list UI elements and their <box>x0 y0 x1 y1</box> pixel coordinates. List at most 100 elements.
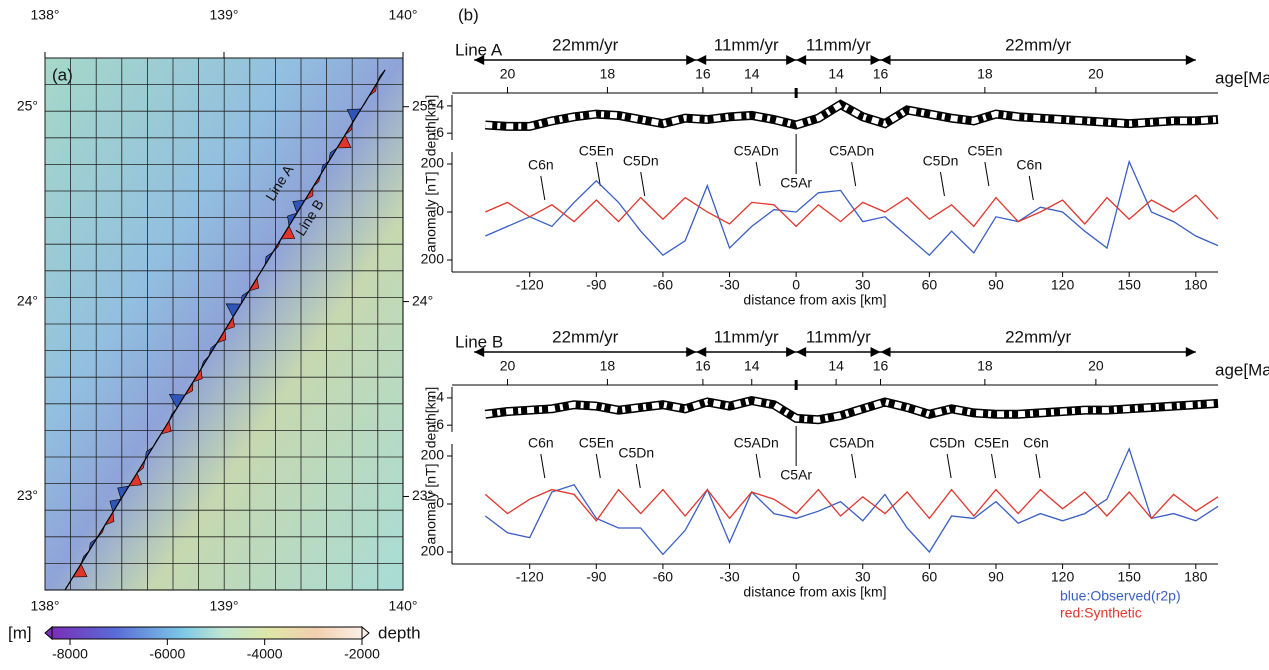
x-tick-label: -120 <box>516 569 544 585</box>
lat-tick-label: 25° <box>412 97 433 113</box>
x-tick-label: -90 <box>586 277 606 293</box>
rate-label: 22mm/yr <box>1005 35 1071 54</box>
chron-label: C5ADn <box>734 143 779 159</box>
x-tick-label: 30 <box>855 277 871 293</box>
rate-label: 22mm/yr <box>552 327 618 346</box>
arrow-head <box>1185 55 1196 65</box>
chron-label: C5Ar <box>780 175 812 191</box>
chron-label: C5En <box>579 143 614 159</box>
arrow-head <box>796 55 807 65</box>
anomaly-line <box>485 159 1219 257</box>
y-axis-label: anomaly [nT] <box>423 172 439 253</box>
lat-tick-label: 25° <box>17 97 38 113</box>
rate-label: 11mm/yr <box>806 327 871 346</box>
rate-label: 11mm/yr <box>714 35 779 54</box>
x-tick-label: 180 <box>1184 277 1208 293</box>
age-tick-label: 20 <box>500 66 516 82</box>
chron-leader <box>984 161 990 187</box>
track <box>64 69 386 591</box>
chron-label: C5ADn <box>829 143 874 159</box>
depth-profile <box>485 99 1219 131</box>
y-axis-label: anomaly [nT] <box>423 464 439 545</box>
x-tick-label: 150 <box>1118 569 1142 585</box>
x-tick-label: 150 <box>1118 277 1142 293</box>
x-tick-label: 90 <box>988 277 1004 293</box>
x-tick-label: -30 <box>719 569 739 585</box>
panel-label: (a) <box>52 65 73 84</box>
panel-label: (b) <box>458 5 479 24</box>
arrow-head <box>786 55 797 65</box>
age-tick-label: 14 <box>828 358 844 374</box>
lat-tick-label: 24° <box>17 292 38 308</box>
x-tick-label: 120 <box>1051 277 1075 293</box>
line-title: Line B <box>455 332 503 351</box>
chron-label: C5En <box>967 143 1002 159</box>
depth-tick-label: -6 <box>432 416 445 432</box>
chron-leader <box>595 453 601 479</box>
chron-label: C6n <box>1016 157 1042 173</box>
lon-tick-label: 138° <box>31 598 60 614</box>
depth-tick-label: -6 <box>432 124 445 140</box>
y-tick-label: 0 <box>436 203 444 219</box>
age-tick-label: 16 <box>873 66 889 82</box>
arrow-head <box>870 55 881 65</box>
chron-leader <box>540 175 546 201</box>
chron-leader <box>991 453 997 479</box>
age-tick-label: 18 <box>600 358 616 374</box>
x-tick-label: -120 <box>516 277 544 293</box>
legend-entry: blue:Observed(r2p) <box>1060 588 1181 604</box>
anomaly-line <box>484 488 1219 522</box>
chron-label: C5Dn <box>923 153 959 169</box>
lat-tick-label: 23° <box>412 487 433 503</box>
chron-label: C6n <box>528 435 554 451</box>
y-tick-label: 200 <box>421 543 445 559</box>
x-tick-label: 180 <box>1184 569 1208 585</box>
age-tick-label: 14 <box>828 66 844 82</box>
lat-tick-label: 23° <box>17 487 38 503</box>
depth-axis-label: depth[km] <box>423 95 439 156</box>
colorbar-unit: [m] <box>8 623 32 642</box>
y-tick-label: 200 <box>421 251 445 267</box>
x-axis-label: distance from axis [km] <box>743 292 886 308</box>
chron-label: C5Dn <box>623 153 659 169</box>
colorbar <box>51 626 363 640</box>
x-tick-label: -60 <box>653 277 673 293</box>
colorbar-tick-label: -4000 <box>247 646 283 662</box>
x-tick-label: 60 <box>922 277 938 293</box>
lon-tick-label: 139° <box>210 598 239 614</box>
arrow-head <box>880 347 891 357</box>
chron-leader <box>755 453 761 479</box>
age-axis-label: age[Ma] <box>1215 68 1269 87</box>
depth-tick-label: -4 <box>432 97 445 113</box>
lon-tick-label: 139° <box>210 7 239 23</box>
colorbar-end <box>361 625 370 641</box>
chron-label: C5En <box>579 435 614 451</box>
age-tick-label: 20 <box>1088 66 1104 82</box>
age-tick-label: 14 <box>744 66 760 82</box>
age-tick-label: 16 <box>695 66 711 82</box>
chron-leader <box>1035 453 1041 479</box>
age-tick-label: 20 <box>1088 358 1104 374</box>
chron-label: C5En <box>974 435 1009 451</box>
age-tick-label: 18 <box>600 66 616 82</box>
chron-leader <box>540 453 546 479</box>
arrow-head <box>696 347 707 357</box>
age-tick-label: 18 <box>977 66 993 82</box>
chron-leader <box>946 453 952 479</box>
arrow-head <box>686 55 697 65</box>
arrow-head <box>474 55 485 65</box>
colorbar-tick-label: -6000 <box>149 646 185 662</box>
chron-leader <box>595 161 601 187</box>
depth-tick-label: -4 <box>432 389 445 405</box>
arrow-head <box>696 55 707 65</box>
age-axis-label: age[Ma] <box>1215 360 1269 379</box>
colorbar-tick-label: -8000 <box>52 646 88 662</box>
y-tick-label: 200 <box>421 447 445 463</box>
arrow-head <box>880 55 891 65</box>
x-tick-label: 0 <box>792 569 800 585</box>
lon-tick-label: 140° <box>389 7 418 23</box>
y-tick-label: 200 <box>421 155 445 171</box>
chron-leader <box>755 161 761 187</box>
chron-label: C5Dn <box>929 435 965 451</box>
